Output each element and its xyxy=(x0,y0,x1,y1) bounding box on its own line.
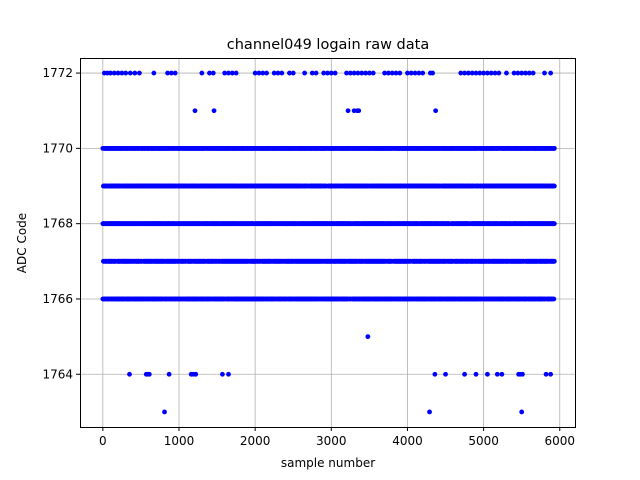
data-point xyxy=(210,70,216,76)
data-point xyxy=(485,371,490,377)
data-point xyxy=(199,70,205,76)
data-point xyxy=(551,296,557,302)
data-point xyxy=(543,371,549,377)
data-point xyxy=(443,371,448,377)
data-point xyxy=(542,70,547,76)
grid-lines xyxy=(80,58,575,427)
data-point xyxy=(146,371,152,377)
data-point xyxy=(123,70,129,76)
data-point xyxy=(427,409,432,415)
data-point xyxy=(499,371,505,377)
x-tick-label: 4000 xyxy=(392,434,423,448)
data-point xyxy=(211,108,217,114)
x-tick-label: 5000 xyxy=(468,434,499,448)
data-point xyxy=(548,70,554,76)
data-point xyxy=(132,70,138,76)
data-point xyxy=(551,183,557,189)
y-axis-ticks: 1764 1766 1768 1770 1772 xyxy=(42,66,80,381)
y-tick-label: 1768 xyxy=(42,217,73,231)
data-point xyxy=(356,108,362,114)
data-point xyxy=(370,70,376,76)
data-point xyxy=(551,221,557,227)
data-point xyxy=(519,409,525,415)
chart-title: channel049 logain raw data xyxy=(227,37,429,53)
data-point xyxy=(345,108,351,114)
data-point xyxy=(430,70,435,76)
data-point xyxy=(264,70,269,76)
data-point xyxy=(166,371,172,377)
data-point xyxy=(192,108,198,114)
data-point xyxy=(127,371,132,377)
data-point xyxy=(520,371,525,377)
y-tick-label: 1766 xyxy=(42,292,73,306)
data-point xyxy=(302,70,308,76)
data-point xyxy=(290,70,296,76)
x-tick-label: 6000 xyxy=(544,434,575,448)
data-point xyxy=(551,258,557,264)
data-point xyxy=(127,70,133,76)
data-point xyxy=(420,70,426,76)
data-point xyxy=(279,70,285,76)
data-point xyxy=(530,70,536,76)
data-point xyxy=(162,409,167,415)
data-point xyxy=(233,70,239,76)
data-point xyxy=(193,371,199,377)
data-point xyxy=(548,371,554,377)
data-point xyxy=(137,70,142,76)
data-point xyxy=(433,108,439,114)
data-point xyxy=(226,371,231,377)
x-axis-label: sample number xyxy=(281,456,375,470)
data-points xyxy=(100,70,557,415)
data-point xyxy=(494,371,500,377)
data-point xyxy=(496,70,502,76)
y-axis-label: ADC Code xyxy=(15,213,29,273)
y-tick-label: 1770 xyxy=(42,141,73,155)
data-point xyxy=(172,70,178,76)
data-point xyxy=(365,334,371,340)
data-point xyxy=(462,371,467,377)
data-point xyxy=(551,145,557,151)
data-point xyxy=(397,70,403,76)
data-point xyxy=(504,70,509,76)
y-tick-label: 1764 xyxy=(42,367,73,381)
data-point xyxy=(313,70,319,76)
data-point xyxy=(151,70,157,76)
x-tick-label: 1000 xyxy=(164,434,195,448)
x-tick-label: 2000 xyxy=(240,434,271,448)
data-point xyxy=(220,371,225,377)
x-tick-label: 3000 xyxy=(316,434,347,448)
x-axis-ticks: 0 1000 2000 3000 4000 5000 6000 xyxy=(99,427,575,448)
data-point xyxy=(473,371,479,377)
data-point xyxy=(432,371,438,377)
x-tick-label: 0 xyxy=(99,434,107,448)
data-point xyxy=(332,70,338,76)
y-tick-label: 1772 xyxy=(42,66,73,80)
